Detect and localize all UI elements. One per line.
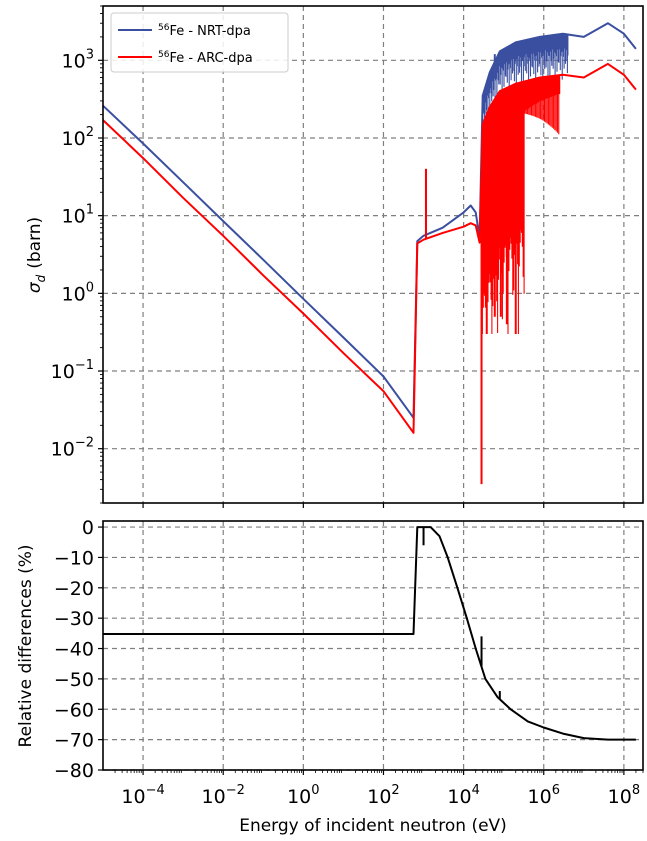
- top-ytick-base: 10: [62, 283, 86, 305]
- bottom-ytick-label: −30: [54, 608, 94, 630]
- bottom-ylabel: Relative differences (%): [16, 545, 36, 748]
- bottom-xtick-base: 10: [287, 786, 311, 808]
- bottom-ticks: 10−4 10−2 100 102 104 106 1080−10−20−30−40−50−…: [54, 517, 644, 808]
- series-line-arc: [102, 62, 637, 434]
- top-ytick-label: 103: [62, 47, 94, 72]
- top-ytick-base: 10: [62, 50, 86, 72]
- bottom-ytick-label: 0: [82, 517, 94, 539]
- bottom-xtick-label: 102: [367, 783, 399, 808]
- top-ytick-base: 10: [62, 128, 86, 150]
- difference-line: [103, 526, 636, 741]
- bottom-ytick-label: −20: [54, 578, 94, 600]
- top-grid: [103, 6, 643, 503]
- bottom-ytick-label: −40: [54, 639, 94, 661]
- top-ytick-label: 10−1: [51, 358, 94, 383]
- bottom-xtick-label: 108: [608, 783, 640, 808]
- bottom-ytick-label: −80: [54, 760, 94, 782]
- top-ytick-exp: 2: [86, 125, 94, 140]
- legend-label-arc-sup: 56: [158, 50, 170, 60]
- legend-label-nrt-sup: 56: [158, 23, 170, 33]
- top-ylabel: σd (barn): [25, 217, 48, 293]
- bottom-xtick-exp: −4: [146, 783, 165, 798]
- top-ytick-label: 102: [62, 125, 94, 150]
- bottom-xtick-label: 104: [447, 783, 479, 808]
- bottom-xtick-exp: 8: [632, 783, 640, 798]
- top-ytick-exp: −2: [75, 436, 94, 451]
- bottom-xtick-exp: −2: [226, 783, 245, 798]
- top-ylabel-subscript: d: [34, 274, 48, 282]
- bottom-ytick-label: −50: [54, 669, 94, 691]
- top-ytick-base: 10: [51, 361, 75, 383]
- top-ytick-label: 101: [62, 203, 94, 228]
- top-series: [102, 22, 637, 485]
- top-ytick-label: 100: [62, 280, 94, 305]
- bottom-xtick-base: 10: [367, 786, 391, 808]
- legend-label-arc-text: Fe - ARC-dpa: [169, 51, 252, 66]
- bottom-xtick-label: 10−4: [121, 783, 164, 808]
- top-ytick-exp: 0: [86, 280, 94, 295]
- legend-box: [110, 12, 289, 73]
- bottom-xtick-exp: 2: [391, 783, 399, 798]
- bottom-xtick-exp: 6: [552, 783, 560, 798]
- bottom-xlabel: Energy of incident neutron (eV): [239, 816, 507, 836]
- bottom-series: [103, 526, 636, 741]
- bottom-panel: 10−4 10−2 100 102 104 106 1080−10−20−30−40−50−…: [16, 517, 644, 836]
- bottom-ytick-label: −10: [54, 547, 94, 569]
- top-ytick-base: 10: [51, 439, 75, 461]
- bottom-xtick-label: 10−2: [202, 783, 245, 808]
- top-ylabel-unit: (barn): [25, 217, 45, 269]
- bottom-xtick-exp: 0: [311, 783, 319, 798]
- top-ytick-exp: 1: [86, 203, 94, 218]
- bottom-xtick-label: 100: [287, 783, 319, 808]
- top-plot-frame: [102, 5, 644, 504]
- bottom-xtick-base: 10: [528, 786, 552, 808]
- bottom-grid: [103, 521, 643, 771]
- bottom-xtick-label: 106: [528, 783, 560, 808]
- legend-label-nrt: 56Fe - NRT-dpa: [158, 23, 251, 39]
- legend-label-nrt-text: Fe - NRT-dpa: [169, 24, 250, 39]
- bottom-xtick-base: 10: [202, 786, 226, 808]
- bottom-ytick-label: −60: [54, 699, 94, 721]
- bottom-ytick-label: −70: [54, 730, 94, 752]
- top-ytick-label: 10−2: [51, 436, 94, 461]
- top-ytick-base: 10: [62, 206, 86, 228]
- series-resonances-nrt: [482, 33, 569, 143]
- bottom-xtick-base: 10: [447, 786, 471, 808]
- top-ytick-exp: −1: [75, 358, 94, 373]
- bottom-xtick-exp: 4: [472, 783, 480, 798]
- legend-label-arc: 56Fe - ARC-dpa: [158, 50, 253, 66]
- top-ylabel-symbol: σ: [25, 281, 45, 293]
- bottom-xtick-base: 10: [608, 786, 632, 808]
- top-ytick-exp: 3: [86, 47, 94, 62]
- bottom-xtick-base: 10: [121, 786, 145, 808]
- series-resonances-arc: [480, 75, 561, 334]
- bottom-plot-frame: [102, 520, 644, 771]
- legend: 56Fe - NRT-dpa 56Fe - ARC-dpa: [110, 12, 289, 73]
